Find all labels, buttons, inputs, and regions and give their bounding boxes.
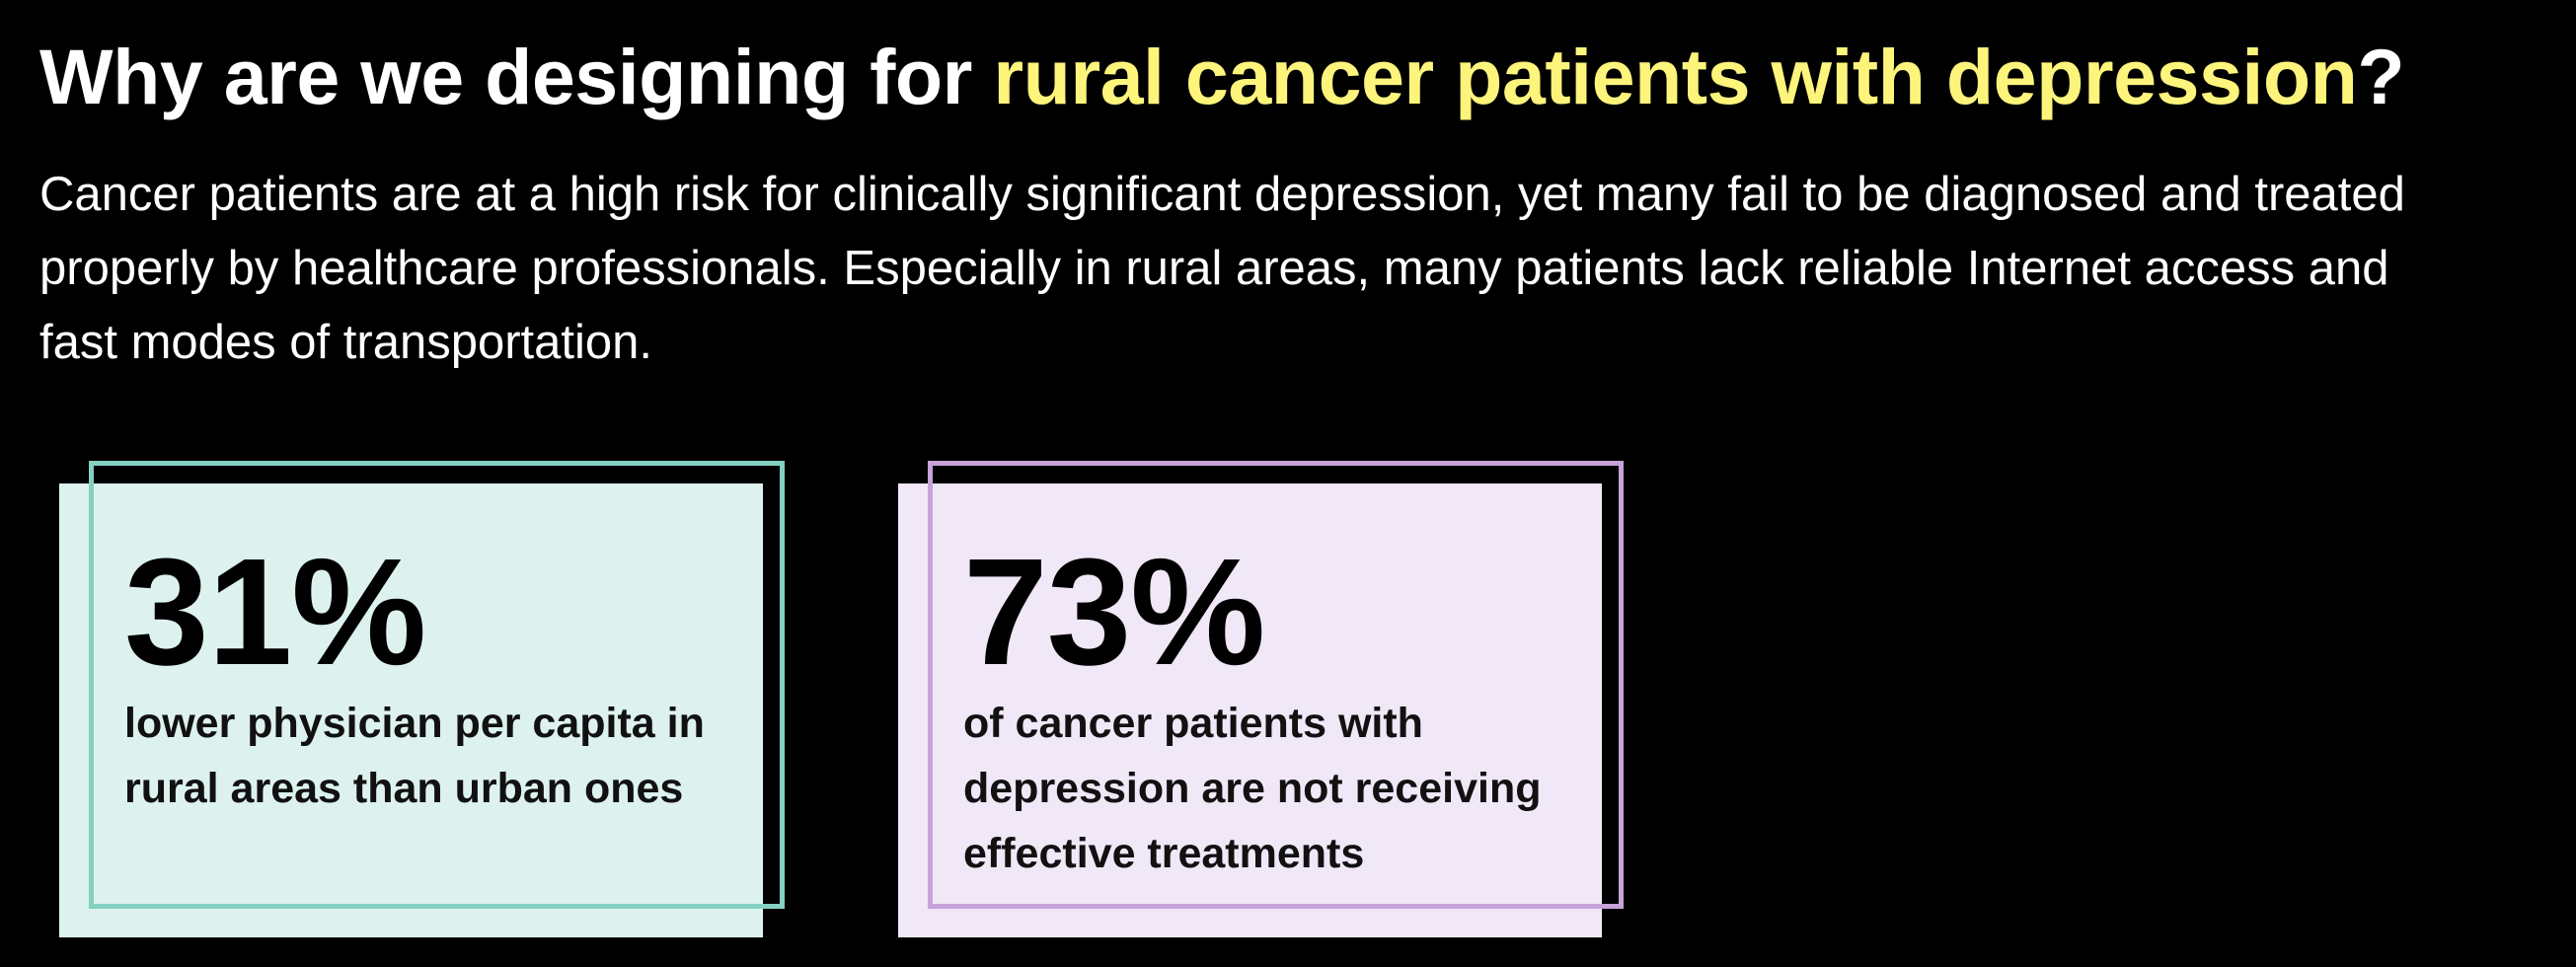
stat-value: 73% — [963, 527, 1265, 697]
stat-card-fill — [898, 484, 1602, 937]
headline-prefix: Why are we designing for — [39, 33, 994, 120]
headline-highlight: rural cancer patients with depression — [993, 33, 2358, 120]
page-title: Why are we designing for rural cancer pa… — [39, 28, 2405, 126]
intro-paragraph: Cancer patients are at a high risk for c… — [39, 168, 2405, 369]
stat-description: lower physician per capita in rural area… — [124, 700, 705, 812]
stat-card-frame — [928, 461, 1624, 909]
headline-suffix: ? — [2357, 33, 2405, 120]
stat-description: of cancer patients with depression are n… — [963, 700, 1542, 877]
stat-card-physicians: 31% lower physician per capita in rural … — [59, 461, 785, 937]
stat-card-frame — [89, 461, 785, 909]
stat-card-fill — [59, 484, 763, 937]
stat-card-treatment: 73% of cancer patients with depression a… — [898, 461, 1624, 937]
stat-value: 31% — [124, 527, 426, 697]
